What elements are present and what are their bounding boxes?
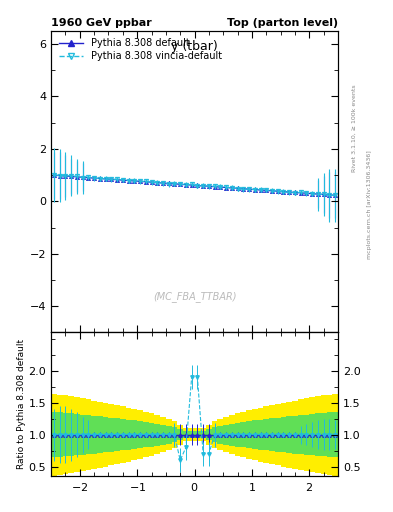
Text: (MC_FBA_TTBAR): (MC_FBA_TTBAR) [153,291,236,302]
Text: Top (parton level): Top (parton level) [227,18,338,28]
Text: mcplots.cern.ch [arXiv:1306.3436]: mcplots.cern.ch [arXiv:1306.3436] [367,151,373,259]
Text: y (tbar): y (tbar) [171,40,218,53]
Legend: Pythia 8.308 default, Pythia 8.308 vincia-default: Pythia 8.308 default, Pythia 8.308 vinci… [56,35,225,65]
Y-axis label: Ratio to Pythia 8.308 default: Ratio to Pythia 8.308 default [17,339,26,470]
Text: 1960 GeV ppbar: 1960 GeV ppbar [51,18,152,28]
Text: Rivet 3.1.10, ≥ 100k events: Rivet 3.1.10, ≥ 100k events [352,84,357,172]
